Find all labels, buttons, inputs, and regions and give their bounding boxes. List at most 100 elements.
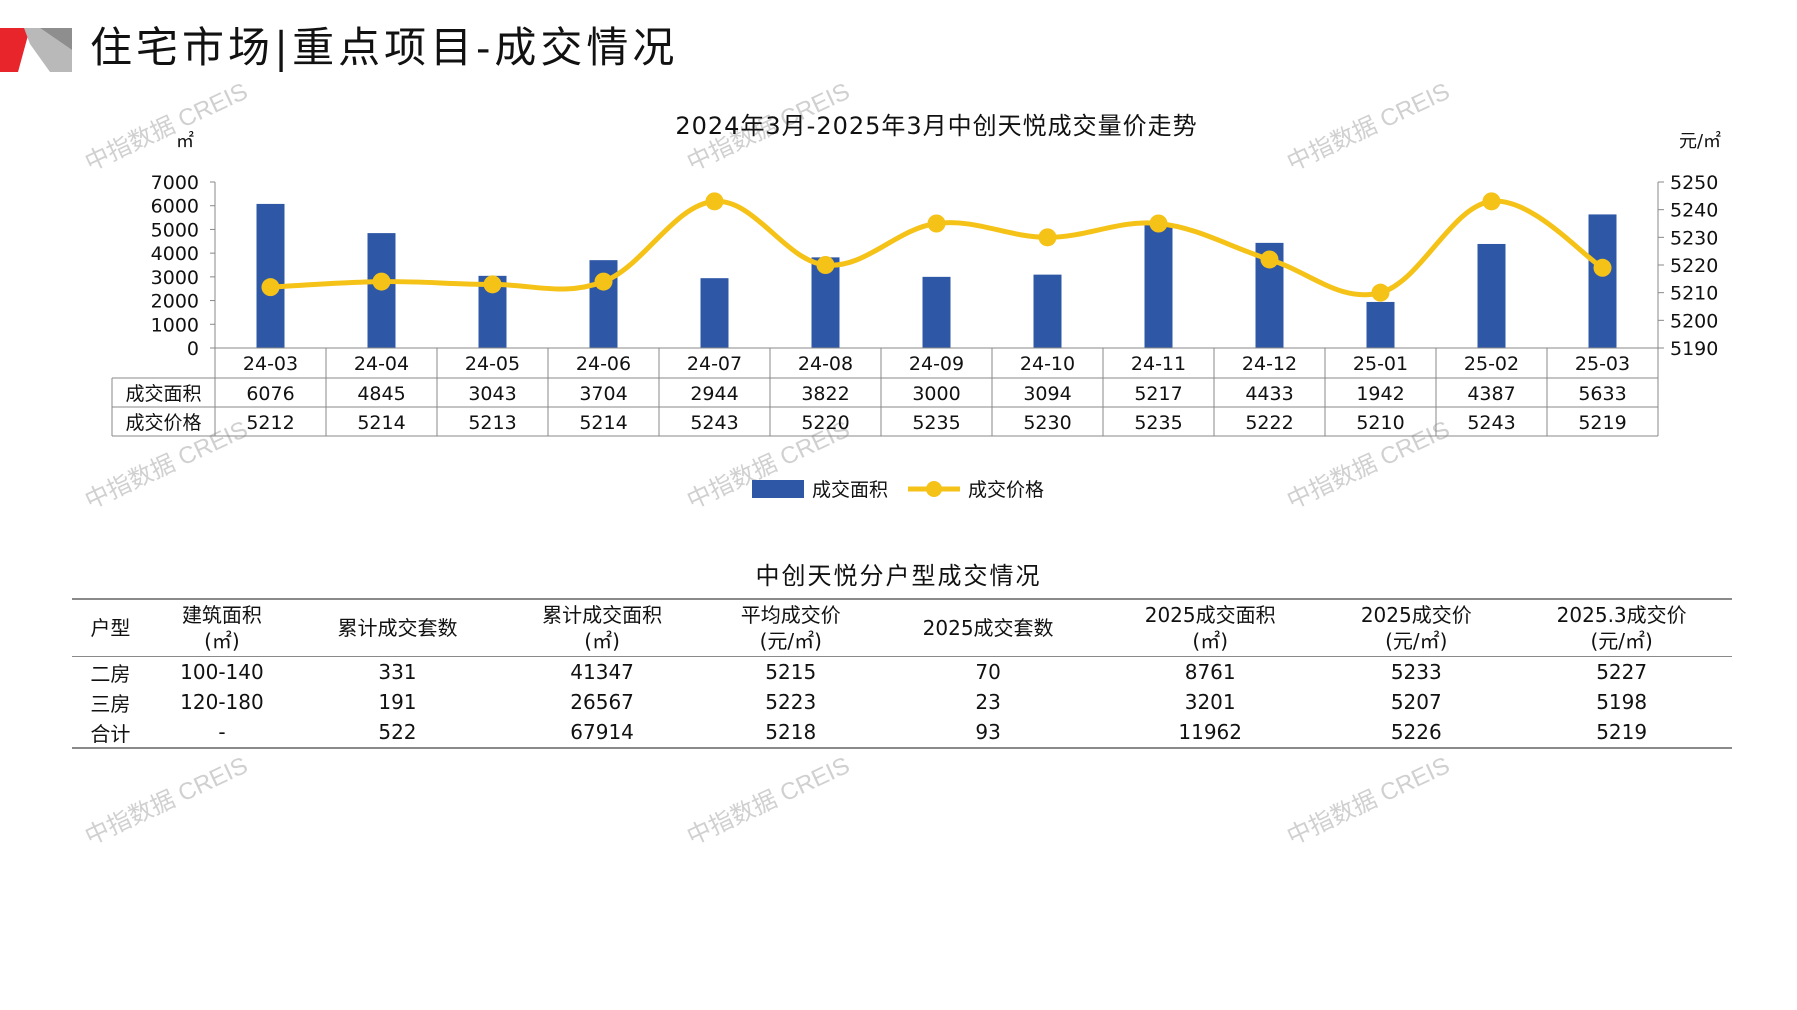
table-cell: 331 [378,660,417,684]
table-cell: 5219 [1511,717,1732,749]
category-label: 24-10 [1020,353,1075,375]
table-cell: 41347 [570,660,634,684]
price-point-25-03 [1593,258,1612,277]
header-label: 累计成交套数 [337,616,458,640]
table-cell: 5198 [1596,690,1648,714]
table-cell: 70 [975,660,1001,684]
price-point-24-08 [816,256,835,274]
bar-25-01 [1366,301,1395,348]
header-unit: (㎡) [584,629,620,653]
page-title: 住宅市场|重点项目-成交情况 [90,23,679,72]
table-header-cell: 累计成交套数 [295,598,500,657]
table-cell: 合计 [72,717,149,749]
table-header-cell: 建筑面积 (㎡) [148,598,296,657]
left-tick-label: 1000 [151,314,199,336]
area-value-24-09: 3000 [912,383,960,405]
bar-24-03 [256,203,285,348]
legend-label-price: 成交价格 [968,479,1044,501]
table-cell: 26567 [570,690,634,714]
watermark: 中指数据 CREIS [682,751,854,851]
price-point-25-01 [1371,283,1390,302]
bar-24-10 [1033,274,1062,348]
table-cell: 5223 [765,690,817,714]
area-value-24-10: 3094 [1023,383,1071,405]
price-point-24-05 [483,275,502,294]
chart-title: 2024年3月-2025年3月中创天悦成交量价走势 [675,112,1197,140]
price-point-24-09 [927,214,946,233]
left-tick-label: 7000 [151,172,199,194]
watermark: 中指数据 CREIS [1282,751,1454,851]
price-value-24-09: 5235 [912,412,960,434]
header-label: 2025成交价 [1360,603,1472,627]
price-value-24-03: 5212 [246,412,294,434]
right-tick-label: 5250 [1670,172,1718,194]
area-value-24-08: 3822 [801,383,849,405]
category-label: 24-08 [798,353,853,375]
table-row-header-area: 成交面积 [125,383,201,405]
table-cell: 三房 [90,691,131,716]
left-tick-label: 4000 [151,243,199,265]
header-label: 累计成交面积 [542,603,663,627]
page-header: 住宅市场|重点项目-成交情况 [0,0,1797,90]
table-cell: 5218 [704,717,878,749]
price-value-24-07: 5243 [690,412,738,434]
bar-24-09 [922,276,951,348]
price-value-24-08: 5220 [801,412,849,434]
category-label: 24-07 [687,353,742,375]
right-tick-label: 5200 [1670,310,1718,332]
table-row: 二房 100-140 331 41347 5215 70 8761 5233 5227 [72,657,1732,688]
area-value-24-03: 6076 [246,383,294,405]
table-cell: 93 [877,717,1100,749]
area-value-24-05: 3043 [468,383,516,405]
table-cell: 5207 [1390,690,1442,714]
bar-25-03 [1588,214,1617,348]
unit-type-table: 户型 建筑面积 (㎡) 累计成交套数 累计成交面积 (㎡) 平均成交价 (元/㎡) 2025成交… [72,598,1732,749]
table-header-cell: 2025成交面积 (㎡) [1099,598,1322,657]
price-value-24-11: 5235 [1134,412,1182,434]
price-value-25-01: 5210 [1356,412,1404,434]
price-value-24-10: 5230 [1023,412,1071,434]
header-label: 2025成交面积 [1144,603,1276,627]
table-header-cell: 累计成交面积 (㎡) [499,598,705,657]
left-tick-label: 2000 [151,291,199,313]
right-tick-label: 5240 [1670,200,1718,222]
table-cell: 23 [975,690,1001,714]
legend-marker-price [926,481,942,497]
price-value-24-12: 5222 [1245,412,1293,434]
category-label: 25-03 [1575,353,1630,375]
table-header-cell: 平均成交价 (元/㎡) [704,598,878,657]
price-point-24-07 [705,192,724,211]
legend-swatch-area [752,480,804,498]
header-unit: (元/㎡) [759,629,822,653]
bar-24-11 [1144,224,1173,348]
price-value-25-03: 5219 [1578,412,1626,434]
table-cell: 二房 [90,661,131,686]
right-tick-label: 5210 [1670,283,1718,305]
area-value-24-04: 4845 [357,383,405,405]
right-tick-label: 5220 [1670,255,1718,277]
watermark: 中指数据 CREIS [80,751,252,851]
right-tick-label: 5190 [1670,338,1718,360]
table-cell: 8761 [1184,660,1236,684]
left-axis-unit: ㎡ [176,130,194,152]
right-axis-unit: 元/㎡ [1679,130,1721,152]
table-row: 三房 120-180 191 26567 5223 23 3201 5207 5198 [72,687,1732,717]
price-point-24-06 [594,272,613,291]
price-point-24-12 [1260,250,1279,269]
table-cell: 5227 [1596,660,1648,684]
table-row-header-price: 成交价格 [125,412,201,434]
table-cell: 522 [295,717,500,749]
header-unit: (㎡) [1192,629,1228,653]
area-value-24-12: 4433 [1245,383,1293,405]
category-label: 24-11 [1131,353,1186,375]
table-row: 合计 -522 67914 5218 93 11962 5226 5219 [72,717,1732,749]
table-header-cell: 2025.3成交价 (元/㎡) [1511,598,1732,657]
right-tick-label: 5230 [1670,227,1718,249]
category-label: 24-05 [465,353,520,375]
creis-logo-icon [0,28,72,72]
area-value-24-07: 2944 [690,383,738,405]
table-cell: 11962 [1099,717,1322,749]
left-tick-label: 0 [187,338,199,360]
table-cell: 5226 [1321,717,1512,749]
bar-24-07 [700,278,729,348]
